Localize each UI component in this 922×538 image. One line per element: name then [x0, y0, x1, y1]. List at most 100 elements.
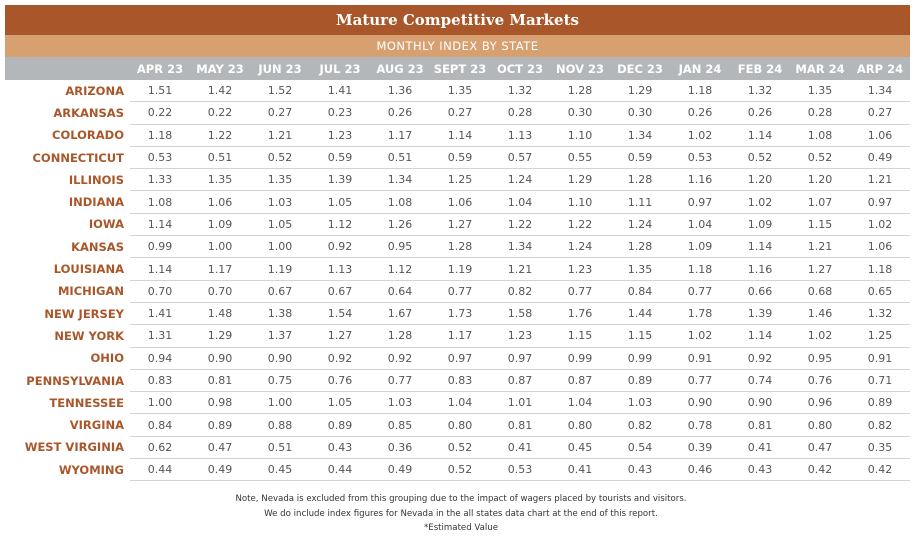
index-value-cell: 1.03 — [610, 391, 670, 415]
index-value-cell: 0.44 — [130, 458, 190, 482]
index-value-cell: 0.64 — [370, 280, 430, 303]
index-value-cell: 0.35 — [850, 436, 910, 460]
index-value-cell: 1.24 — [610, 213, 670, 237]
index-value-cell: 0.74 — [730, 369, 790, 393]
index-value-cell: 1.03 — [370, 391, 430, 415]
index-value-cell: 0.88 — [250, 413, 310, 437]
index-value-cell: 1.14 — [130, 257, 190, 281]
index-value-cell: 0.22 — [130, 101, 190, 125]
state-label: ARKANSAS — [53, 105, 124, 120]
index-value-cell: 0.87 — [490, 369, 550, 393]
index-value-cell: 0.84 — [130, 413, 190, 437]
table-row: ARKANSAS 0.22 0.22 0.27 0.23 0.26 0.27 0.28 0.30… — [5, 101, 910, 125]
index-value-cell: 0.90 — [190, 347, 250, 370]
index-value-cell: 1.35 — [190, 168, 250, 192]
index-value-cell: 0.82 — [490, 280, 550, 303]
index-value-cell: 0.42 — [850, 458, 910, 482]
index-value-cell: 1.35 — [250, 168, 310, 192]
column-header: JUN 23 — [250, 57, 310, 80]
index-value-cell: 1.03 — [250, 190, 310, 214]
state-label: WYOMING — [58, 462, 124, 477]
index-value-cell: 0.53 — [130, 146, 190, 170]
column-header: JUL 23 — [310, 57, 370, 80]
index-value-cell: 1.28 — [610, 168, 670, 192]
index-value-cell: 0.85 — [370, 413, 430, 437]
index-value-cell: 1.04 — [670, 213, 730, 237]
index-value-cell: 1.22 — [190, 124, 250, 147]
index-value-cell: 1.06 — [850, 124, 910, 147]
index-value-cell: 0.96 — [790, 391, 850, 415]
index-value-cell: 0.52 — [430, 458, 490, 482]
index-value-cell: 0.77 — [670, 369, 730, 393]
index-value-cell: 0.28 — [490, 101, 550, 125]
index-value-cell: 1.02 — [670, 324, 730, 348]
header-state-cell — [5, 57, 130, 80]
index-value-cell: 1.14 — [730, 235, 790, 259]
index-value-cell: 1.34 — [610, 124, 670, 147]
index-value-cell: 0.90 — [730, 391, 790, 415]
index-value-cell: 0.23 — [310, 101, 370, 125]
index-value-cell: 1.13 — [490, 124, 550, 147]
index-value-cell: 1.18 — [130, 124, 190, 147]
table-row: VIRGINA 0.84 0.89 0.88 0.89 0.85 0.80 0.81 0.80 0… — [5, 413, 910, 437]
index-value-cell: 0.89 — [850, 391, 910, 415]
index-value-cell: 0.39 — [670, 436, 730, 460]
index-value-cell: 1.12 — [310, 213, 370, 237]
index-value-cell: 1.21 — [490, 257, 550, 281]
index-value-cell: 1.32 — [490, 80, 550, 103]
state-label: NEW YORK — [54, 328, 124, 343]
index-value-cell: 0.41 — [730, 436, 790, 460]
footnotes: Note, Nevada is excluded from this group… — [0, 492, 922, 536]
index-value-cell: 0.77 — [430, 280, 490, 303]
index-value-cell: 1.09 — [670, 235, 730, 259]
index-value-cell: 0.89 — [310, 413, 370, 437]
index-value-cell: 0.89 — [610, 369, 670, 393]
index-value-cell: 0.27 — [430, 101, 490, 125]
index-value-cell: 1.02 — [670, 124, 730, 147]
index-value-cell: 1.00 — [250, 391, 310, 415]
index-value-cell: 1.17 — [190, 257, 250, 281]
index-value-cell: 1.09 — [730, 213, 790, 237]
table-row: PENNSYLVANIA 0.83 0.81 0.75 0.76 0.77 0.83 0.87… — [5, 369, 910, 393]
index-value-cell: 0.43 — [730, 458, 790, 482]
index-value-cell: 1.17 — [430, 324, 490, 348]
index-value-cell: 1.04 — [550, 391, 610, 415]
index-value-cell: 0.91 — [850, 347, 910, 370]
index-value-cell: 1.04 — [430, 391, 490, 415]
index-value-cell: 0.99 — [610, 347, 670, 370]
index-value-cell: 1.02 — [730, 190, 790, 214]
index-value-cell: 1.73 — [430, 302, 490, 326]
state-label: PENNSYLVANIA — [26, 373, 124, 388]
index-value-cell: 1.38 — [250, 302, 310, 326]
state-label: MICHIGAN — [57, 284, 124, 299]
index-value-cell: 1.10 — [550, 124, 610, 147]
index-value-cell: 0.81 — [190, 369, 250, 393]
index-value-cell: 0.80 — [550, 413, 610, 437]
index-value-cell: 1.01 — [490, 391, 550, 415]
index-value-cell: 0.26 — [730, 101, 790, 125]
index-value-cell: 1.00 — [190, 235, 250, 259]
footnote-nevada-excluded: Note, Nevada is excluded from this group… — [235, 494, 687, 504]
state-label: WEST VIRGINIA — [24, 440, 124, 455]
index-value-cell: 1.36 — [370, 80, 430, 103]
index-value-cell: 1.21 — [250, 124, 310, 147]
index-value-cell: 1.34 — [850, 80, 910, 103]
index-value-cell: 0.99 — [550, 347, 610, 370]
state-label: NEW JERSEY — [44, 306, 124, 321]
index-value-cell: 0.43 — [310, 436, 370, 460]
index-value-cell: 0.51 — [250, 436, 310, 460]
index-value-cell: 0.83 — [130, 369, 190, 393]
index-value-cell: 0.84 — [610, 280, 670, 303]
index-value-cell: 0.98 — [190, 391, 250, 415]
monthly-index-table: APR 23 MAY 23 JUN 23 JUL 23 AUG 23 SEPT 23 OCT… — [5, 57, 910, 482]
table-subtitle-text: MONTHLY INDEX BY STATE — [376, 39, 539, 53]
index-value-cell: 0.82 — [610, 413, 670, 437]
header-row: APR 23 MAY 23 JUN 23 JUL 23 AUG 23 SEPT 23 OCT… — [5, 57, 910, 80]
table-row: LOUISIANA 1.14 1.17 1.19 1.13 1.12 1.19 1.21 1.2… — [5, 257, 910, 281]
index-value-cell: 1.35 — [430, 80, 490, 103]
index-value-cell: 1.26 — [370, 213, 430, 237]
table-subtitle: MONTHLY INDEX BY STATE — [5, 35, 910, 57]
index-value-cell: 1.51 — [130, 80, 190, 103]
index-value-cell: 0.66 — [730, 280, 790, 303]
index-value-cell: 1.00 — [130, 391, 190, 415]
